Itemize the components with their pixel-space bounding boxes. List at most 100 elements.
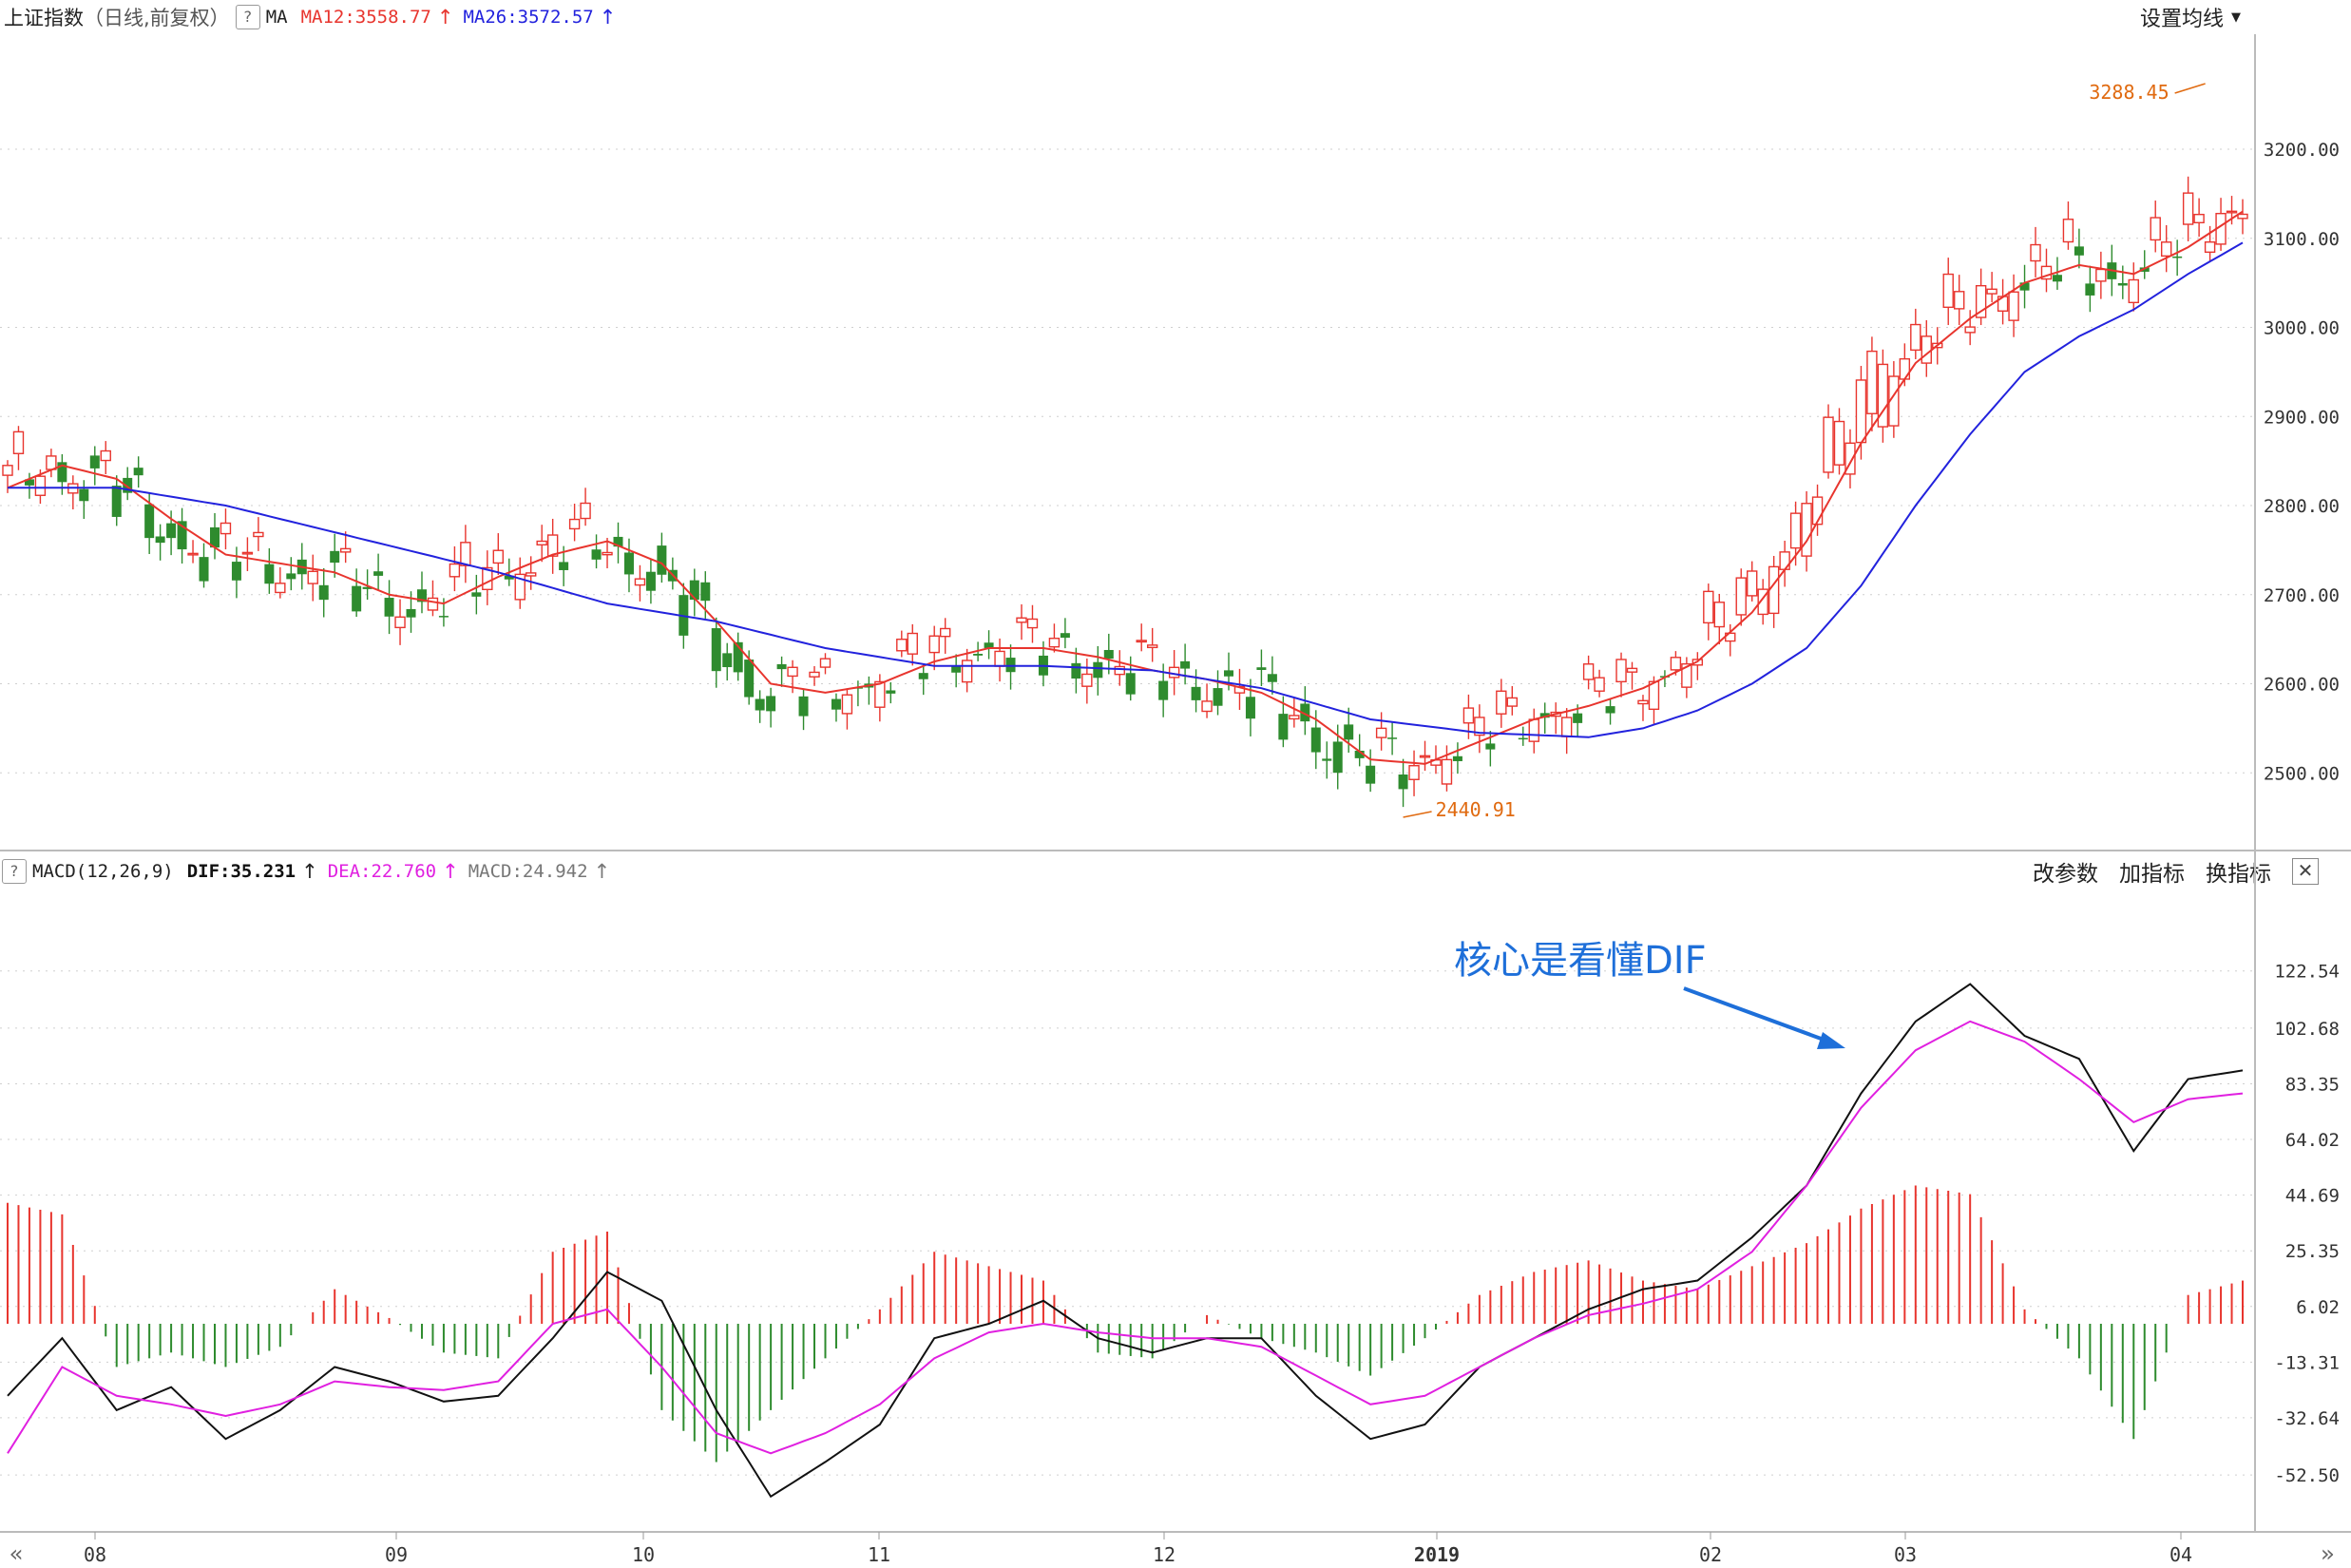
candle-body [1462,707,1475,724]
time-tick-label: 09 [385,1543,408,1566]
macd-tick-label: -32.64 [2274,1408,2340,1429]
candle-body [1354,750,1365,758]
candle-body [1605,706,1615,714]
candle-body [559,562,569,570]
candle-body [2,465,13,476]
candle-body [1223,670,1233,677]
dea-line [7,1020,2244,1455]
candle-body [1626,667,1638,673]
candle-body [776,663,787,670]
candle-body [241,551,254,555]
add-indicator-button[interactable]: 加指标 [2119,862,2185,887]
candle-body [1419,755,1431,758]
dea-arrow-icon: ↑ [442,860,459,883]
candle-body [79,488,89,502]
high-marker-arrow [2174,83,2206,94]
candle-body [733,641,743,673]
candle-body [123,477,133,493]
low-price-label: 2440.91 [1436,798,1516,821]
candle-body [1081,673,1093,687]
price-tick-label: 2700.00 [2264,585,2340,606]
dif-arrow-icon: ↑ [301,860,318,883]
low-marker-arrow [1403,811,1432,818]
candle-body [2062,219,2074,243]
candle-body [994,650,1005,667]
switch-indicator-button[interactable]: 换指标 [2206,862,2271,887]
candle-body [700,582,711,602]
macd-help-icon[interactable]: ? [2,859,27,884]
candle-body [427,597,439,611]
candle-body [1844,442,1856,475]
candle-body [1833,420,1845,466]
candle-body [2085,283,2095,296]
candle-body [1964,326,1976,334]
candle-body [766,696,776,712]
candle-body [1375,727,1387,738]
candle-body [886,690,896,694]
candle-body [546,534,559,557]
candle-body [449,563,461,578]
scroll-right-icon: » [2321,1540,2334,1567]
candle-body [514,573,526,601]
candle-body [1539,713,1550,718]
dif-annotation-text: 核心是看懂DIF [1454,939,1707,983]
candle-body [1811,496,1824,526]
candle-body [1136,640,1147,643]
ma12-arrow-icon: ↑ [436,6,454,29]
candle-body [373,571,384,576]
candle-body [1615,659,1627,683]
candle-body [1452,755,1462,761]
candle-body [722,653,733,668]
candle-body [187,552,199,556]
ma26-arrow-icon: ↑ [599,6,617,29]
candle-body [928,635,940,654]
candle-body [1158,680,1169,700]
time-tick-label: 12 [1153,1543,1176,1566]
candle-body [1103,649,1114,660]
candle-body [133,468,143,476]
candle-body [352,585,362,612]
candle-body [1789,512,1802,549]
candle-body [111,486,122,517]
candle-body [1146,644,1158,649]
candle-body [460,542,471,566]
macd-tick-label: 102.68 [2274,1019,2340,1040]
candle-body [1757,588,1768,616]
candle-body [1518,737,1528,740]
candle-body [1768,565,1780,615]
candle-body [1398,774,1408,790]
candle-body [831,698,841,710]
candle-body [416,589,427,602]
candle-body [1278,714,1289,740]
macd-tick-label: 122.54 [2274,962,2340,983]
price-tick-label: 3200.00 [2264,140,2340,161]
candle-body [526,572,537,577]
candle-body [1528,718,1539,742]
candle-body [1560,717,1573,737]
candle-body [1953,291,1965,310]
candle-body [623,552,634,575]
candle-body [1366,765,1376,784]
edit-params-button[interactable]: 改参数 [2033,862,2098,887]
candle-body [613,536,623,547]
candle-body [1125,673,1136,695]
candle-body [177,521,187,550]
price-panel-header: 上证指数 （日线,前复权） ? MA MA12:3558.77 ↑ MA26:3… [0,0,616,34]
close-icon[interactable]: ✕ [2292,858,2319,885]
ma-settings-label: 设置均线 [2139,8,2224,31]
ma12-line [7,210,2244,765]
candle-body [1855,379,1867,444]
ma-settings-dropdown[interactable]: 设置均线 ▼ [2140,0,2241,34]
candle-body [984,642,994,648]
candle-body [841,694,853,715]
candle-body [2128,278,2139,304]
candle-body [1670,657,1682,671]
help-icon[interactable]: ? [235,5,260,29]
candle-body [1005,658,1016,673]
candle-body [1681,662,1692,688]
macd-toolbar: 改参数 加指标 换指标 ✕ [2033,852,2319,890]
candle-body [1573,713,1583,723]
candle-body [1713,602,1725,628]
price-tick-label: 3100.00 [2264,229,2340,250]
